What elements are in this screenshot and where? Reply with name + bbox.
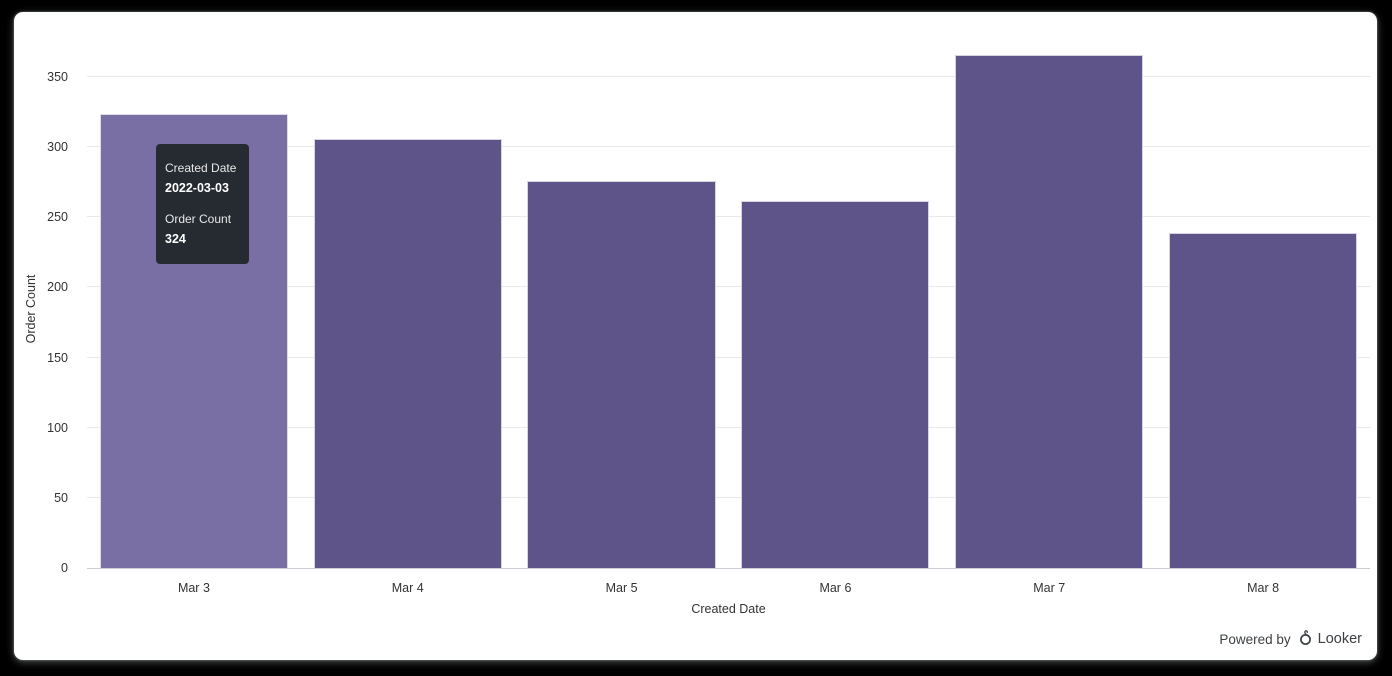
gridline <box>87 76 1370 78</box>
powered-by-looker-link[interactable]: Powered by Looker <box>1219 629 1362 649</box>
x-tick-label: Mar 6 <box>819 581 852 595</box>
tooltip-field2-label: Order Count <box>165 212 232 226</box>
tooltip: Created Date 2022-03-03 Order Count 324 <box>156 144 249 264</box>
gridline <box>87 496 1370 498</box>
gridline <box>87 426 1370 428</box>
y-tick-label: 100 <box>47 420 68 435</box>
tooltip-field1-value: 2022-03-03 <box>165 181 229 195</box>
looker-brand-text: Looker <box>1317 631 1362 647</box>
bar-mar-5[interactable] <box>527 180 716 568</box>
x-tick-label: Mar 3 <box>177 581 210 595</box>
y-tick-label: 0 <box>61 561 68 575</box>
y-tick-label: 300 <box>47 140 68 155</box>
y-tick-label: 350 <box>47 70 68 85</box>
bar-mar-7[interactable] <box>955 54 1144 568</box>
tooltip-field1-label: Created Date <box>165 161 237 175</box>
x-axis-line <box>87 568 1370 569</box>
y-tick-label: 250 <box>47 210 68 225</box>
x-axis-ticks: Mar 3 Mar 4 Mar 5 Mar 6 Mar 7 Mar 8 <box>87 581 1370 597</box>
bar-slot <box>87 49 301 568</box>
x-tick-label: Mar 7 <box>1033 581 1066 595</box>
tooltip-spacer <box>165 198 241 209</box>
x-tick-label: Mar 5 <box>605 581 638 595</box>
y-axis-ticks: 0 50 100 150 200 250 300 350 <box>14 49 68 575</box>
bar-slot <box>301 49 515 568</box>
gridline <box>87 146 1370 148</box>
x-tick-label: Mar 8 <box>1247 581 1280 595</box>
y-tick-label: 200 <box>47 280 68 295</box>
powered-by-text: Powered by <box>1219 631 1291 647</box>
bar-slot <box>515 49 729 568</box>
bar-slot <box>942 49 1156 568</box>
plot-area <box>87 49 1370 569</box>
x-axis-title: Created Date <box>691 602 766 616</box>
bar-slot <box>729 49 943 568</box>
bar-mar-8[interactable] <box>1168 232 1358 568</box>
gridline <box>87 286 1370 288</box>
gridline <box>87 356 1370 358</box>
bar-slot <box>1156 49 1370 568</box>
tooltip-field2-value: 324 <box>165 232 186 246</box>
y-tick-label: 50 <box>54 490 68 505</box>
looker-logo-icon <box>1298 629 1313 649</box>
x-tick-label: Mar 4 <box>391 581 424 595</box>
bar-mar-6[interactable] <box>741 200 930 568</box>
bar-mar-4[interactable] <box>313 138 502 568</box>
gridline <box>87 216 1370 218</box>
y-tick-label: 150 <box>47 350 68 365</box>
